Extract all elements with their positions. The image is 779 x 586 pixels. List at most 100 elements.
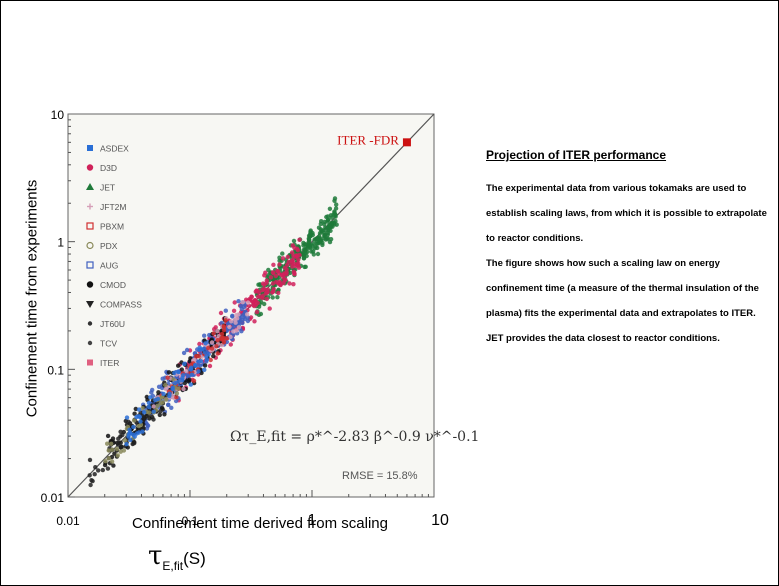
data-point-cmod [182, 380, 187, 386]
data-point-compass [151, 417, 156, 422]
data-point-cmod [162, 412, 167, 417]
x-tick-label: 0.1 [182, 514, 199, 528]
data-point-jet [316, 241, 321, 246]
data-point-aug [230, 314, 235, 319]
data-point-jft2m [227, 324, 232, 330]
data-point-d3d [289, 250, 295, 255]
data-point-jet [303, 264, 308, 269]
data-point-d3d [218, 310, 224, 316]
data-point-asdex [193, 362, 198, 368]
rmse-label: RMSE = 15.8% [342, 470, 418, 482]
data-point-jet [316, 225, 322, 230]
data-point-compass [88, 482, 93, 488]
data-point-d3d [294, 253, 299, 258]
data-point-d3d [254, 309, 260, 315]
data-point-compass [100, 467, 106, 473]
legend-marker [86, 281, 94, 288]
y-tick-label: 0.01 [41, 491, 65, 505]
legend-marker [86, 301, 94, 308]
data-points [87, 196, 339, 488]
data-point-d3d [292, 271, 297, 277]
data-point-cmod [112, 451, 117, 456]
legend-label: D3D [100, 163, 117, 173]
data-point-compass [120, 432, 125, 438]
data-point-aug [241, 304, 247, 310]
data-point-compass [92, 472, 97, 477]
legend-marker [86, 241, 94, 250]
data-point-d3d [207, 363, 213, 369]
data-point-jet [301, 256, 307, 261]
data-point-aug [150, 387, 155, 393]
data-point-jet [315, 251, 321, 257]
tau-symbol: τ [148, 541, 163, 571]
data-point-d3d [281, 280, 286, 286]
data-point-jet [325, 237, 330, 242]
legend-label: ITER [100, 358, 119, 368]
data-point-d3d [267, 306, 272, 311]
data-point-asdex [189, 365, 194, 370]
legend-label: AUG [100, 261, 118, 271]
data-point-pdx [110, 447, 115, 452]
data-point-pbxm [220, 336, 225, 341]
data-point-jet [280, 251, 285, 256]
data-point-jet [258, 299, 264, 305]
data-point-cmod [132, 411, 137, 416]
data-point-jet [324, 214, 329, 220]
data-point-jet [327, 206, 333, 211]
legend-label: PDX [100, 241, 118, 251]
data-point-asdex [189, 372, 195, 377]
data-point-aug [236, 299, 241, 304]
data-point-d3d [252, 319, 257, 324]
legend-marker [87, 321, 93, 326]
legend-marker [87, 340, 93, 346]
data-point-aug [169, 405, 174, 410]
data-point-d3d [231, 308, 237, 313]
y-tick-label: 10 [51, 108, 65, 122]
data-point-d3d [264, 296, 269, 302]
data-point-compass [158, 409, 163, 414]
data-point-jet [308, 233, 313, 239]
data-point-jft2m [151, 404, 156, 409]
legend: ASDEX D3D JET JFT2M PBXM PDX AUG CMOD COMPASS JT6… [86, 144, 142, 368]
data-point-asdex [128, 431, 133, 436]
data-point-aug [202, 333, 207, 338]
data-point-jft2m [181, 386, 186, 392]
data-point-pbxm [223, 318, 228, 323]
y-tick-label: 0.1 [47, 363, 64, 377]
legend-label: PBXM [100, 222, 124, 232]
data-point-jet [317, 231, 323, 236]
data-point-jet [333, 212, 338, 218]
data-point-asdex [126, 434, 131, 439]
legend-label: COMPASS [100, 300, 142, 310]
data-point-pdx [122, 438, 128, 443]
data-point-jft2m [234, 312, 239, 318]
data-point-compass [116, 442, 121, 447]
data-point-aug [166, 402, 171, 407]
data-point-jft2m [215, 329, 220, 334]
data-point-asdex [176, 369, 181, 374]
data-point-jet [306, 241, 312, 246]
data-point-d3d [287, 281, 292, 286]
tau-argument: (S) [183, 549, 206, 568]
data-point-pbxm [214, 344, 219, 349]
data-point-asdex [151, 409, 156, 414]
x-tick-label: 10 [431, 512, 449, 529]
data-point-asdex [182, 361, 187, 367]
data-point-aug [240, 320, 245, 326]
data-point-cmod [211, 353, 216, 359]
data-point-asdex [167, 391, 172, 396]
data-point-cmod [111, 463, 116, 468]
data-point-compass [105, 466, 111, 471]
data-point-d3d [277, 262, 282, 267]
data-point-cmod [156, 390, 161, 395]
data-point-d3d [297, 237, 302, 242]
data-point-jft2m [245, 312, 250, 317]
data-point-d3d [248, 315, 254, 320]
data-point-pdx [138, 422, 144, 427]
data-point-compass [116, 436, 121, 441]
data-point-pbxm [189, 362, 194, 367]
data-point-jet [305, 246, 310, 251]
data-point-asdex [172, 370, 177, 376]
legend-marker [86, 261, 94, 269]
data-point-cmod [179, 367, 184, 372]
